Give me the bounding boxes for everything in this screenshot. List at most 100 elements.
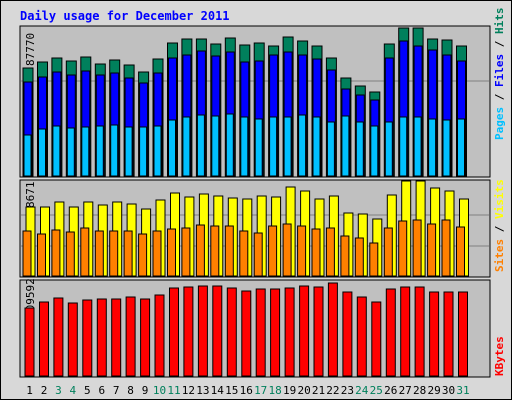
sites-bar [94, 230, 104, 277]
kbytes-bar [154, 294, 165, 377]
kbytes-bar [284, 287, 295, 377]
day-label: 30 [442, 384, 455, 397]
legend-entry: Pages [493, 107, 506, 140]
pages-bar [225, 113, 234, 177]
kbytes-bar [429, 291, 440, 377]
legend-entry: / [493, 87, 506, 107]
pages-bar [428, 118, 437, 177]
kbytes-bar [270, 288, 281, 377]
day-label: 13 [196, 384, 209, 397]
sites-bar [65, 231, 75, 277]
day-label: 28 [413, 384, 426, 397]
chart-legends: Pages / Files / Hits Sites / Visits KBytes [493, 8, 506, 377]
pages-bar [153, 125, 162, 177]
day-label: 27 [399, 384, 412, 397]
kbytes-bar [212, 285, 223, 377]
kbytes-bar [197, 285, 208, 377]
kbytes-bar [313, 286, 324, 377]
hits-max-label: 87770 [24, 33, 37, 66]
day-label: 21 [312, 384, 325, 397]
kbytes-bar [400, 286, 411, 377]
day-label: 16 [240, 384, 253, 397]
pages-bar [312, 116, 321, 177]
sites-bar [37, 233, 46, 277]
day-label: 3 [55, 384, 62, 397]
pages-bar [341, 115, 350, 177]
panel-legend: KBytes [493, 336, 506, 376]
legend-entry: KBytes [493, 336, 506, 376]
kbytes-bar [458, 291, 468, 377]
chart-bars [22, 27, 469, 377]
sites-bar [427, 223, 437, 277]
sites-bar [22, 230, 32, 277]
sites-bar [398, 220, 408, 277]
sites-bar [181, 227, 191, 277]
pages-bar [355, 121, 364, 177]
day-label: 19 [283, 384, 296, 397]
kbytes-bar [183, 286, 194, 377]
sites-bar [354, 237, 364, 277]
legend-entry: Hits [493, 8, 506, 35]
day-label: 6 [98, 384, 105, 397]
pages-bar [81, 126, 90, 177]
pages-bar [254, 118, 263, 177]
sites-bar [167, 228, 176, 277]
sites-bar [456, 226, 465, 277]
chart-title: Daily usage for December 2011 [20, 9, 230, 23]
pages-bar [182, 116, 191, 177]
kbytes-bar [241, 290, 252, 377]
day-label: 20 [297, 384, 310, 397]
sites-bar [297, 225, 307, 277]
pages-bar [370, 125, 379, 177]
day-label: 14 [211, 384, 225, 397]
day-label: 22 [326, 384, 339, 397]
sites-bar [210, 225, 220, 277]
panel-legend: Sites / Visits [493, 179, 506, 272]
pages-bar [168, 119, 176, 177]
day-label: 11 [167, 384, 180, 397]
pages-bar [384, 121, 393, 177]
sites-bar [138, 233, 148, 277]
kbytes-bar [385, 288, 396, 377]
sites-bar [195, 224, 205, 277]
kbytes-bar [140, 298, 151, 377]
sites-bar [268, 225, 278, 277]
pages-bar [124, 126, 133, 177]
sites-bar [239, 230, 249, 277]
sites-bar [311, 228, 321, 277]
kbytes-bar [125, 296, 136, 377]
pages-bar [326, 121, 335, 177]
pages-bar [399, 116, 408, 177]
kbytes-bar [255, 288, 266, 377]
sites-bar [441, 219, 451, 277]
sites-bar [80, 227, 90, 277]
day-label: 1 [26, 384, 33, 397]
day-label: 4 [69, 384, 76, 397]
sites-bar [123, 230, 133, 277]
sites-bar [369, 242, 379, 277]
sites-bar [253, 232, 263, 277]
day-label: 25 [370, 384, 383, 397]
pages-bar [269, 116, 278, 177]
day-label: 15 [225, 384, 238, 397]
day-labels: 1 2 3 4 5 6 7 8 9 10 11 12 13 14 15 16 17 18 19 20 21 22 23 24 2… [26, 384, 469, 397]
kbytes-bar [299, 285, 310, 377]
day-label: 7 [113, 384, 120, 397]
sites-bar [109, 230, 119, 277]
day-label: 23 [341, 384, 354, 397]
pages-bar [38, 128, 46, 177]
legend-entry: Sites [493, 239, 506, 272]
kbytes-bar [371, 301, 382, 377]
kbytes-bar [67, 302, 78, 377]
pages-bar [52, 125, 61, 177]
sites-bar [340, 235, 350, 277]
kbytes-bar [53, 297, 64, 377]
pages-bar [457, 118, 465, 177]
visits-max-label: 8671 [24, 182, 37, 209]
sites-bar [383, 227, 393, 277]
kbytes-bar [39, 301, 49, 377]
legend-entry: / [493, 34, 506, 54]
kbytes-bar [82, 299, 93, 377]
day-label: 29 [427, 384, 440, 397]
